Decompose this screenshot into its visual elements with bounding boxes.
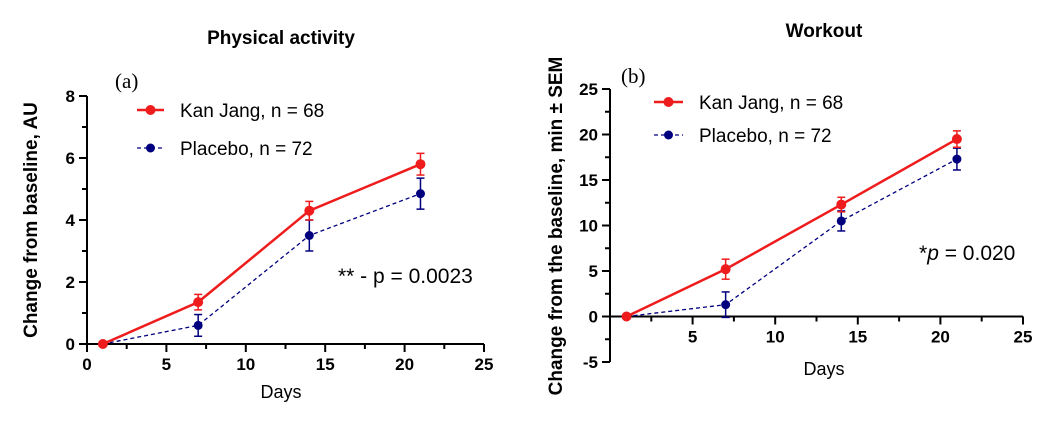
- chart2-legend-label: Kan Jang, n = 68: [699, 93, 843, 114]
- chart1-data-point: [304, 231, 314, 240]
- chart2-series-line: [626, 158, 958, 318]
- chart1-data-point: [193, 297, 204, 308]
- chart2-data-point: [836, 199, 847, 210]
- chart1-title: Physical activity: [207, 28, 355, 49]
- chart2-data-point: [951, 134, 962, 145]
- chart2-annotation-prefix: *: [919, 242, 927, 265]
- chart2-data-point: [952, 154, 962, 164]
- chart2-y-tick-label: 15: [579, 171, 598, 190]
- chart1-legend-label: Placebo, n = 72: [180, 139, 313, 160]
- chart1-data-point: [415, 159, 426, 170]
- chart1-x-tick-label: 15: [316, 355, 335, 374]
- chart1-y-tick-label: 8: [66, 87, 75, 106]
- chart2-panel-letter: (b): [621, 64, 646, 88]
- chart2-x-tick-label: 25: [1014, 328, 1033, 347]
- chart2-y-tick-label: 0: [589, 308, 598, 327]
- chart1-x-tick-label: 20: [395, 355, 414, 374]
- chart2-y-tick-label: -5: [583, 353, 598, 372]
- chart2-legend-label: Placebo, n = 72: [699, 126, 832, 147]
- chart2-data-point: [721, 300, 731, 310]
- chart2-data-point: [720, 264, 731, 275]
- chart1-x-tick-label: 0: [82, 355, 91, 374]
- chart1-panel-letter: (a): [115, 69, 138, 93]
- chart2-y-tick-label: 10: [579, 217, 598, 236]
- chart2-annotation-value: = 0.020: [939, 242, 1015, 265]
- chart1-legend-marker: [145, 105, 156, 115]
- chart1-data-point: [193, 320, 203, 330]
- chart2-data-point: [836, 216, 846, 226]
- workout-svg: Workout Change from the baseline, min ± S…: [546, 21, 1033, 396]
- chart2-x-tick-label: 20: [931, 328, 950, 347]
- chart1-p-value-annotation: ** - p = 0.0023: [338, 265, 473, 288]
- physical-activity-svg: Physical activity Change from baseline, A…: [21, 28, 494, 402]
- chart2-x-tick-label: 10: [766, 328, 785, 347]
- chart2-y-axis-label: Change from the baseline, min ± SEM: [546, 57, 567, 396]
- chart2-x-tick-label: 5: [688, 328, 697, 347]
- chart2-x-tick-label: 15: [848, 328, 867, 347]
- chart1-y-tick-label: 4: [66, 211, 76, 230]
- chart1-data-point: [415, 189, 425, 199]
- chart1-y-tick-label: 2: [66, 273, 75, 292]
- chart2-series-line: [625, 137, 958, 318]
- chart1-x-axis-label: Days: [260, 382, 301, 402]
- chart1-y-axis-label: Change from baseline, AU: [21, 102, 42, 338]
- chart1-data-point: [97, 339, 108, 349]
- chart1-x-tick-label: 25: [475, 355, 494, 374]
- chart2-p-value-annotation: *p = 0.020: [919, 242, 1015, 265]
- chart2-legend-marker: [663, 97, 674, 107]
- chart1-series-line: [102, 163, 421, 346]
- chart2-y-tick-label: 25: [579, 80, 598, 99]
- chart1-series-line: [102, 193, 421, 345]
- chart1-x-tick-label: 10: [236, 355, 255, 374]
- chart2-annotation-p: p: [926, 242, 939, 265]
- chart2-data-point: [621, 311, 632, 322]
- chart2-x-axis-label: Days: [803, 359, 844, 379]
- chart1-legend-marker: [146, 143, 155, 153]
- chart1-y-tick-label: 6: [66, 149, 75, 168]
- chart2-legend-marker: [664, 130, 673, 140]
- chart1-y-tick-label: 0: [66, 335, 75, 354]
- chart1-data-point: [304, 205, 315, 216]
- physical-activity-chart: Physical activity Change from baseline, A…: [0, 0, 521, 421]
- chart1-legend-label: Kan Jang, n = 68: [180, 101, 324, 122]
- chart1-x-tick-label: 5: [162, 355, 171, 374]
- chart2-y-tick-label: 20: [579, 126, 598, 145]
- chart2-title: Workout: [786, 21, 863, 42]
- chart2-y-tick-label: 5: [589, 262, 598, 281]
- workout-chart: Workout Change from the baseline, min ± S…: [521, 0, 1043, 421]
